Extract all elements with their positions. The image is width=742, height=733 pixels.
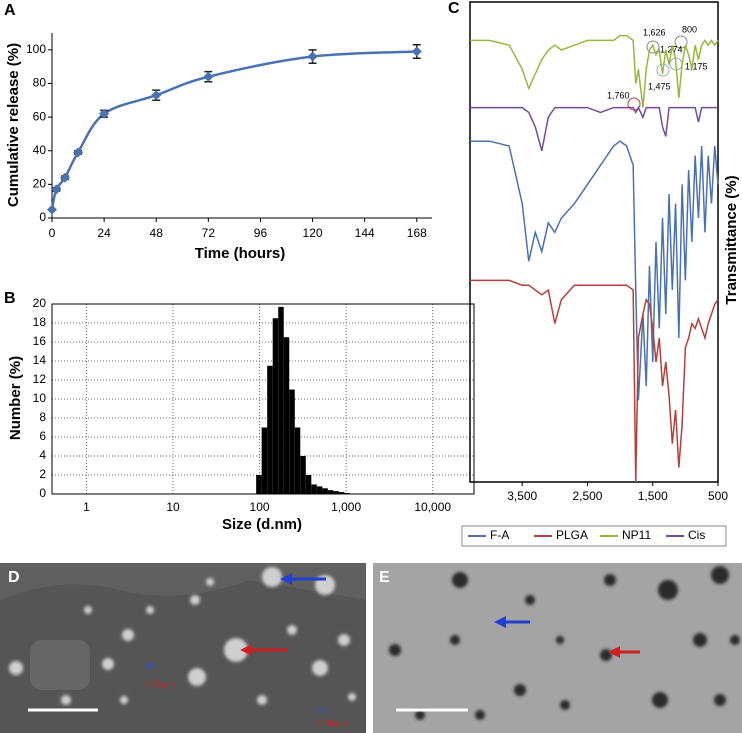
svg-text:H: H [318,706,325,717]
x-axis-label: Time (hours) [195,245,286,262]
panel-label: D [8,569,20,586]
bar [261,427,268,494]
svg-text:H: H [147,662,154,673]
legend-label: F-A [490,528,509,542]
legend-box [461,525,727,547]
x-tick-label: 0 [49,226,56,240]
annotation: 1,626 [643,27,666,37]
bar [327,490,334,494]
x-tick-label: 48 [150,226,164,240]
x-tick-label: 3,500 [507,489,537,503]
data-point [99,108,110,119]
panel-label: C [448,0,460,17]
y-tick-label: 4 [39,448,46,462]
panel-label: A [4,2,16,19]
x-tick-label: 100 [250,500,270,514]
bar [338,492,345,494]
y-tick-label: 10 [33,391,47,405]
y-axis-label: Number (%) [7,356,24,440]
annotation: 1,760 [607,90,630,100]
annotation: 1,475 [648,81,671,91]
bar [305,475,312,494]
data-point [51,184,62,195]
bar [256,475,262,494]
y-axis-label: Cumulative release (%) [5,43,22,207]
bar [322,488,328,494]
spectrum-line [470,105,718,151]
y-tick-label: 8 [39,410,46,424]
x-tick-label: 500 [708,489,728,503]
x-tick-label: 10 [166,500,180,514]
panel-label: E [379,569,390,586]
spectrum-line [470,140,719,401]
y-tick-label: 100 [26,42,46,56]
x-tick-label: 1 [83,500,90,514]
x-axis-label: Size (d.nm) [222,516,302,533]
y-axis-label: Transmittance (%) [723,175,740,304]
x-tick-label: 24 [97,226,111,240]
bar [316,486,323,494]
legend-label: NP11 [622,528,651,542]
data-point [73,147,84,158]
bar [272,318,279,494]
y-tick-label: 60 [33,109,47,123]
y-tick-label: 14 [33,353,47,367]
y-tick-label: 20 [33,177,47,191]
x-tick-label: 72 [202,226,216,240]
bar [267,365,273,494]
x-tick-label: 1,500 [638,489,668,503]
x-tick-label: 120 [303,226,323,240]
data-point [151,90,162,101]
scale-label: 0.15 μm [146,680,175,689]
micrograph-e: E [373,563,742,733]
bar [344,493,350,494]
y-tick-label: 12 [33,372,47,386]
annotation: 800 [682,24,697,34]
y-tick-label: 20 [33,296,47,310]
data-point [47,204,57,215]
y-tick-label: 80 [33,76,47,90]
x-tick-label: 10,000 [414,500,451,514]
y-tick-label: 0 [39,210,46,224]
line [50,50,417,210]
bar [300,456,306,494]
bar [294,427,301,494]
plot-frame [469,1,719,483]
spectrum-line [470,279,719,483]
y-tick-label: 0 [39,486,46,500]
data-point [60,172,71,183]
data-point [411,46,422,57]
data-point [307,51,318,62]
x-tick-label: 2,500 [572,489,602,503]
x-tick-label: 96 [254,226,268,240]
micrograph-d: H H 0.15 μm 0.08 μm D [0,563,366,733]
bar [311,484,317,494]
y-tick-label: 18 [33,315,47,329]
scale-label: 0.08 μm [318,719,347,728]
spectrum-line [470,34,719,108]
x-tick-label: 168 [407,226,427,240]
data-point [203,71,214,82]
y-tick-label: 2 [39,467,46,481]
y-tick-label: 40 [33,143,47,157]
y-tick-label: 6 [39,429,46,443]
bar [278,306,284,494]
legend-label: PLGA [556,528,588,542]
bar [333,491,339,494]
bar [283,337,290,494]
bar [289,389,295,494]
x-tick-label: 144 [355,226,375,240]
panel-label: B [4,290,16,307]
annotation: 1,175 [685,61,708,71]
legend-label: Cis [688,528,705,542]
x-tick-label: 1,000 [331,500,361,514]
y-tick-label: 16 [33,334,47,348]
